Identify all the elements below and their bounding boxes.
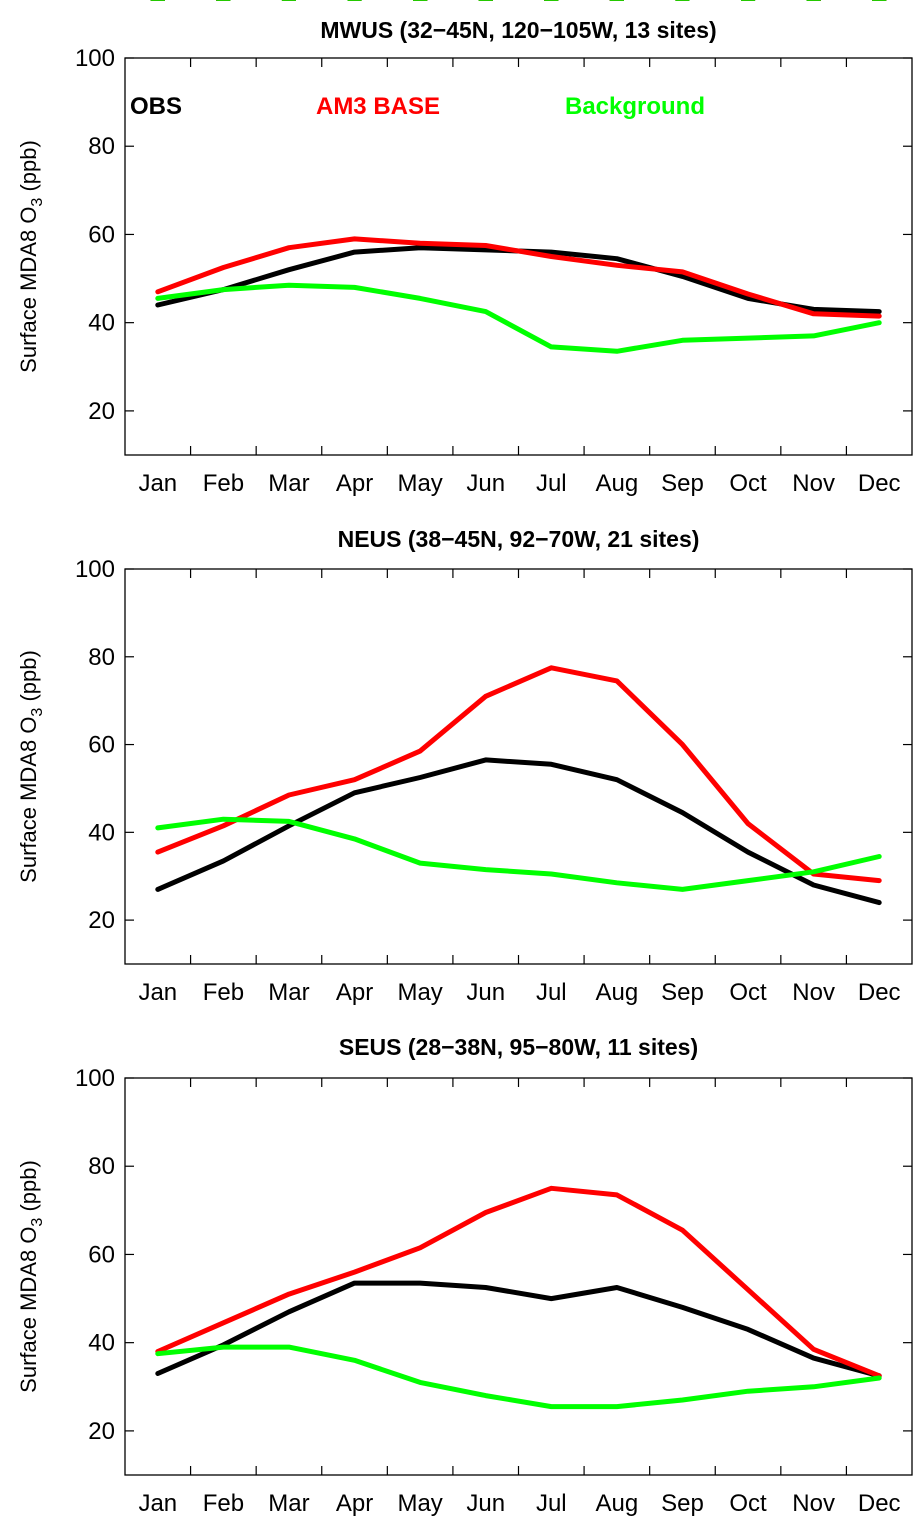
- x-tick-label: Sep: [661, 979, 704, 1006]
- plot-frame: [124, 1077, 913, 1476]
- y-tick-label: 60: [88, 732, 115, 759]
- x-tick-label: Jan: [138, 470, 177, 497]
- x-tick-label: Jun: [466, 1490, 505, 1516]
- x-tick-label: Nov: [792, 979, 835, 1006]
- x-tick-label: Aug: [596, 1490, 639, 1516]
- x-tick-label: Jan: [138, 1490, 177, 1516]
- y-tick-label: 100: [75, 45, 115, 72]
- x-tick-label: Jun: [466, 470, 505, 497]
- x-tick-label: Jul: [536, 470, 567, 497]
- x-tick-label: Mar: [268, 979, 309, 1006]
- x-tick-label: Oct: [729, 1490, 767, 1516]
- x-tick-label: Nov: [792, 1490, 835, 1516]
- y-tick-label: 20: [88, 1418, 115, 1445]
- x-tick-label: Dec: [858, 470, 901, 497]
- series-line-background: [155, 1344, 882, 1410]
- legend-label: AM3 BASE: [316, 93, 440, 120]
- plot-frame: [124, 57, 913, 456]
- y-tick-label: 100: [75, 556, 115, 583]
- y-tick-label: 20: [88, 398, 115, 425]
- x-tick-label: Nov: [792, 470, 835, 497]
- x-tick-label: Apr: [336, 1490, 373, 1516]
- x-tick-label: Oct: [729, 470, 767, 497]
- x-tick-label: Oct: [729, 979, 767, 1006]
- plot-frame: [124, 568, 913, 965]
- chart-panel-1: MWUS (32−45N, 120−105W, 13 sites) 20 40 60 8…: [16, 0, 913, 497]
- series-line-background: [155, 282, 882, 354]
- chart-title: MWUS (32−45N, 120−105W, 13 sites): [320, 17, 716, 43]
- x-tick-label: Jun: [466, 979, 505, 1006]
- x-tick-label: May: [397, 470, 442, 497]
- legend-label: Background: [565, 93, 705, 120]
- x-tick-label: Sep: [661, 1490, 704, 1516]
- legend-label: OBS: [130, 93, 182, 120]
- series-line-obs: [155, 1280, 882, 1379]
- x-tick-label: May: [397, 1490, 442, 1516]
- series-line-obs: [155, 757, 882, 906]
- chart-panel-2: NEUS (38−45N, 92−70W, 21 sites) 20 40 60 80 1…: [16, 0, 913, 1006]
- y-tick-label: 40: [88, 1330, 115, 1357]
- series-line-am3-base: [155, 236, 882, 319]
- y-axis-label: Surface MDA8 O3 (ppb): [16, 650, 46, 883]
- y-tick-label: 80: [88, 133, 115, 160]
- x-tick-label: Aug: [596, 979, 639, 1006]
- y-tick-label: 60: [88, 1241, 115, 1268]
- x-tick-label: Mar: [268, 1490, 309, 1516]
- y-tick-label: 80: [88, 1153, 115, 1180]
- x-tick-label: Dec: [858, 979, 901, 1006]
- series-line-background: [155, 816, 882, 892]
- y-axis-label: Surface MDA8 O3 (ppb): [16, 140, 46, 373]
- x-tick-label: Dec: [858, 1490, 901, 1516]
- x-tick-label: May: [397, 979, 442, 1006]
- series-line-am3-base: [155, 665, 882, 884]
- x-tick-label: Mar: [268, 470, 309, 497]
- x-tick-label: Apr: [336, 979, 373, 1006]
- x-tick-label: Jul: [536, 1490, 567, 1516]
- x-tick-label: Apr: [336, 470, 373, 497]
- y-tick-label: 40: [88, 819, 115, 846]
- x-tick-label: Jan: [138, 979, 177, 1006]
- chart-panel-3: SEUS (28−38N, 95−80W, 11 sites) 20 40 60 80 1…: [16, 0, 913, 1516]
- x-tick-label: Jul: [536, 979, 567, 1006]
- x-tick-label: Aug: [596, 470, 639, 497]
- y-tick-label: 60: [88, 221, 115, 248]
- chart-title: SEUS (28−38N, 95−80W, 11 sites): [339, 1034, 698, 1060]
- x-tick-label: Sep: [661, 470, 704, 497]
- y-tick-label: 80: [88, 644, 115, 671]
- x-tick-label: Feb: [203, 1490, 244, 1516]
- chart-title: NEUS (38−45N, 92−70W, 21 sites): [338, 526, 700, 552]
- x-tick-label: Feb: [203, 979, 244, 1006]
- legend: OBS AM3 BASE Background: [130, 93, 705, 120]
- y-tick-label: 100: [75, 1065, 115, 1092]
- y-tick-label: 40: [88, 310, 115, 337]
- x-tick-label: Feb: [203, 470, 244, 497]
- series-line-am3-base: [155, 1185, 882, 1379]
- y-tick-label: 20: [88, 907, 115, 934]
- y-axis-label: Surface MDA8 O3 (ppb): [16, 1160, 46, 1393]
